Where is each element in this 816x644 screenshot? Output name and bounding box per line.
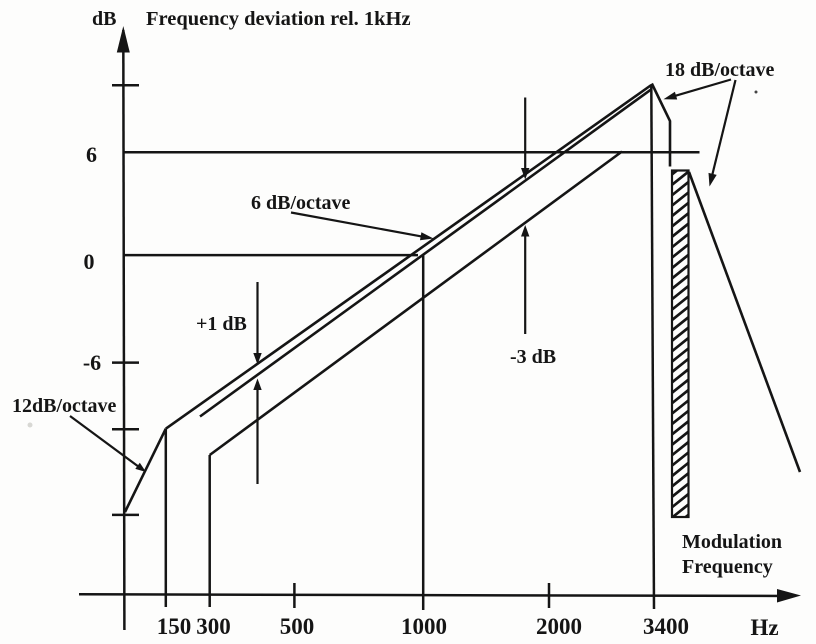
svg-text:3400: 3400	[643, 614, 689, 639]
svg-text:Modulation: Modulation	[682, 531, 782, 553]
svg-text:+1 dB: +1 dB	[196, 313, 247, 335]
svg-text:2000: 2000	[536, 614, 582, 639]
svg-text:Hz: Hz	[750, 615, 778, 640]
svg-text:0: 0	[84, 249, 95, 274]
svg-text:500: 500	[280, 614, 315, 639]
svg-text:18 dB/octave: 18 dB/octave	[665, 59, 775, 81]
svg-text:6 dB/octave: 6 dB/octave	[251, 192, 351, 214]
svg-text:300: 300	[196, 614, 231, 639]
svg-text:-6: -6	[83, 350, 101, 375]
svg-text:6: 6	[86, 142, 97, 167]
svg-text:Frequency: Frequency	[682, 556, 773, 578]
svg-text:12dB/octave: 12dB/octave	[12, 395, 117, 417]
svg-text:Frequency deviation rel. 1kHz: Frequency deviation rel. 1kHz	[146, 8, 411, 30]
svg-text:150: 150	[157, 614, 192, 639]
svg-text:dB: dB	[92, 8, 116, 30]
svg-text:-3 dB: -3 dB	[510, 346, 556, 368]
svg-text:1000: 1000	[401, 614, 447, 639]
